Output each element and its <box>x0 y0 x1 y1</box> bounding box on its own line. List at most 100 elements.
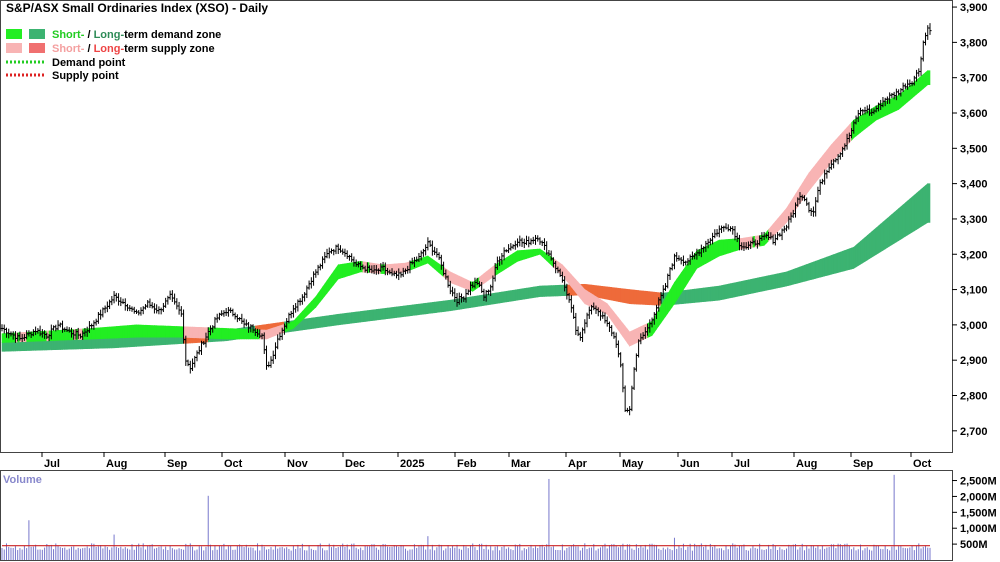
short-term-zone-segment <box>427 255 431 266</box>
long-term-zone-segment <box>93 337 97 349</box>
short-term-zone-segment <box>488 267 491 281</box>
short-term-zone-segment <box>535 248 539 257</box>
long-term-zone-segment <box>927 183 931 223</box>
long-term-zone-segment <box>701 287 704 303</box>
long-term-zone-segment <box>59 339 63 350</box>
short-term-zone-segment <box>272 326 276 337</box>
short-term-zone-segment <box>98 327 101 340</box>
short-term-zone-segment <box>187 326 191 338</box>
short-term-zone-segment <box>192 326 196 339</box>
long-term-zone-segment <box>730 282 734 299</box>
long-term-zone-segment <box>472 295 476 308</box>
long-term-zone-segment <box>898 206 902 242</box>
x-tick-label: Jun <box>680 458 700 470</box>
short-term-zone-segment <box>568 271 572 288</box>
long-term-zone-segment <box>51 339 54 351</box>
long-term-zone-segment <box>696 288 700 303</box>
long-term-zone-segment <box>521 288 525 300</box>
y-tick-label: 2,900 <box>960 355 988 367</box>
long-term-zone-segment <box>494 292 498 305</box>
long-term-zone-segment <box>24 341 27 351</box>
short-term-zone-segment <box>506 255 509 269</box>
long-term-zone-segment <box>420 303 424 315</box>
long-term-zone-segment <box>907 198 911 236</box>
short-term-zone-segment <box>53 330 57 341</box>
volume-title: Volume <box>3 474 42 486</box>
long-term-zone-segment <box>819 258 823 278</box>
long-term-zone-segment <box>409 304 413 317</box>
x-tick-label: Aug <box>796 458 817 470</box>
long-term-zone-segment <box>1 342 5 352</box>
short-term-zone-segment <box>145 324 148 338</box>
short-term-zone-segment <box>109 326 113 339</box>
long-term-zone-segment <box>817 259 821 279</box>
short-term-zone-segment <box>111 326 115 339</box>
long-term-zone-segment <box>698 287 702 303</box>
long-term-zone-segment <box>871 229 875 258</box>
long-term-zone-segment <box>618 287 621 303</box>
x-tick-label: 2025 <box>400 458 424 470</box>
short-term-zone-segment <box>580 283 583 302</box>
short-term-zone-segment <box>523 249 527 260</box>
long-term-zone-segment <box>508 290 512 302</box>
long-term-zone-segment <box>398 306 402 318</box>
short-term-zone-segment <box>169 325 173 338</box>
long-term-zone-segment <box>15 341 18 352</box>
long-term-zone-segment <box>786 270 790 287</box>
short-term-zone-segment <box>331 270 335 289</box>
long-term-zone-segment <box>77 338 81 350</box>
long-term-zone-segment <box>736 281 740 297</box>
long-term-zone-segment <box>302 318 305 331</box>
long-term-zone-segment <box>624 288 628 304</box>
long-term-zone-segment <box>732 282 736 298</box>
long-term-zone-segment <box>822 257 825 278</box>
short-term-zone-segment <box>216 327 220 340</box>
short-term-zone-segment <box>918 75 922 94</box>
long-term-zone-segment <box>768 274 772 291</box>
short-term-zone-segment <box>714 240 718 259</box>
volume-tick-label: 500M <box>960 539 988 551</box>
x-tick-label: Sep <box>167 458 187 470</box>
long-term-zone-segment <box>891 211 895 246</box>
long-term-zone-segment <box>118 336 122 348</box>
short-term-zone-segment <box>725 239 729 255</box>
long-term-zone-segment <box>432 301 435 314</box>
long-term-zone-segment <box>775 273 778 289</box>
long-term-zone-segment <box>844 249 848 272</box>
short-term-zone-segment <box>804 175 808 198</box>
long-term-zone-segment <box>400 305 404 318</box>
long-term-zone-segment <box>900 204 904 240</box>
long-term-zone-segment <box>916 190 920 230</box>
short-term-zone-segment <box>483 271 487 284</box>
short-term-zone-segment <box>223 328 227 340</box>
long-term-zone-segment <box>712 286 716 302</box>
long-term-zone-segment <box>555 285 559 297</box>
short-term-zone-segment <box>862 112 866 132</box>
long-term-zone-segment <box>687 289 691 304</box>
y-tick-label: 3,800 <box>960 37 988 49</box>
long-term-zone-segment <box>91 337 95 349</box>
y-tick-label: 3,600 <box>960 108 988 120</box>
short-term-zone-segment <box>586 290 590 307</box>
long-term-zone-segment <box>721 284 725 301</box>
long-term-zone-segment <box>604 286 608 300</box>
long-term-zone-segment <box>636 289 639 305</box>
long-term-zone-segment <box>631 289 635 305</box>
long-term-zone-segment <box>853 244 857 269</box>
short-term-zone-segment <box>772 220 776 237</box>
long-term-zone-segment <box>86 338 90 349</box>
short-term-zone-segment <box>727 238 731 254</box>
short-term-zone-segment <box>306 303 310 317</box>
long-term-zone-segment <box>102 337 106 349</box>
short-term-zone-segment <box>712 241 716 261</box>
x-axis: Jul Aug Sep Oct Nov Dec 2025 Feb Mar Apr May Jun Jul… <box>0 452 952 470</box>
long-term-zone-segment <box>44 340 48 351</box>
short-term-zone-segment <box>432 258 435 270</box>
long-term-zone-segment <box>64 339 68 350</box>
x-tick-label: Oct <box>224 458 243 470</box>
long-term-zone-segment <box>10 341 14 352</box>
long-term-zone-segment <box>311 317 314 330</box>
long-term-zone-segment <box>418 303 422 316</box>
long-term-zone-segment <box>21 341 25 352</box>
long-term-zone-segment <box>600 285 604 299</box>
